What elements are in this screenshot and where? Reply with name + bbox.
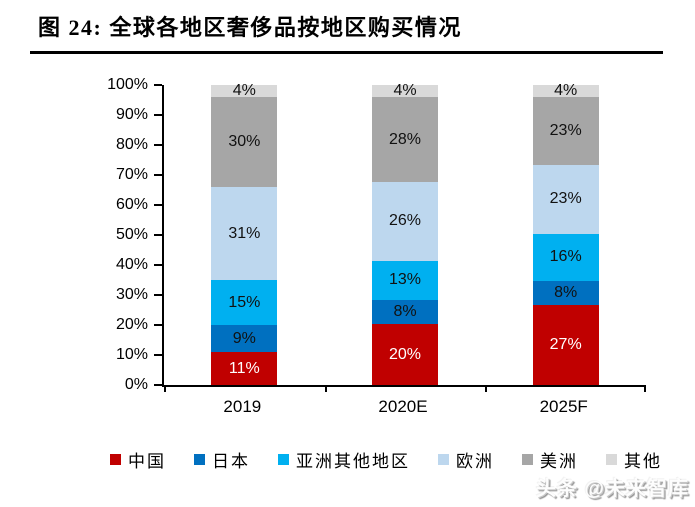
legend: 中国 日本 亚洲其他地区 欧洲 美洲 其他 [110,447,662,472]
legend-swatch-icon [194,454,205,465]
bar-segment-亚洲其他地区: 15% [211,280,278,325]
bar-segment-美洲: 28% [372,97,438,182]
y-tick-mark [154,294,162,296]
category-column-2019: 11% 9% 15% 31% 30% 4% [164,82,325,385]
legend-item-日本: 日本 [194,447,250,472]
bar-segment-亚洲其他地区: 13% [372,260,438,301]
bar-segment-其他: 4% [211,82,278,99]
segment-value-label: 26% [388,212,422,230]
plot-area: 11% 9% 15% 31% 30% 4% 20% 8% 13% 26% 28% 4% 27% 8% 16%… [154,81,646,392]
legend-swatch-icon [522,454,533,465]
legend-label: 亚洲其他地区 [296,452,410,471]
x-axis-labels: 2019 2020E 2025F [162,397,644,417]
y-tick-mark [154,84,162,86]
y-tick-label: 100% [107,76,148,93]
segment-value-label: 15% [228,293,261,311]
segment-value-label: 27% [549,335,582,353]
y-tick-mark [154,144,162,146]
y-tick-mark [154,264,162,266]
bar-segment-日本: 8% [532,281,599,305]
x-tick-mark [485,385,488,392]
segment-value-label: 8% [393,303,417,321]
bar-segment-日本: 8% [372,300,438,325]
segment-value-label: 20% [388,345,422,363]
y-tick-label: 60% [115,196,148,213]
legend-swatch-icon [606,454,617,465]
segment-value-label: 23% [549,122,582,140]
segment-value-label: 31% [228,224,261,242]
legend-swatch-icon [278,454,289,465]
x-tick-label-2019: 2019 [223,397,262,416]
x-tick-mark [644,385,646,392]
segment-value-label: 13% [388,271,422,289]
y-tick-label: 70% [115,166,148,183]
legend-swatch-icon [110,454,121,465]
legend-item-美洲: 美洲 [522,447,578,472]
segment-value-label: 11% [228,359,260,377]
y-tick-mark [154,354,162,356]
legend-item-其他: 其他 [606,447,662,472]
segment-value-label: 8% [554,283,578,301]
legend-label: 美洲 [540,452,578,471]
segment-value-label: 4% [554,81,578,99]
legend-item-亚洲其他地区: 亚洲其他地区 [278,447,410,472]
category-column-2020E: 20% 8% 13% 26% 28% 4% [325,82,486,385]
y-tick-label: 80% [115,136,148,153]
y-tick-label: 10% [115,346,148,363]
y-tick-label: 90% [115,106,148,123]
legend-item-欧洲: 欧洲 [438,447,494,472]
stacked-bar-2019: 11% 9% 15% 31% 30% 4% [211,82,278,385]
bar-segment-中国: 20% [372,324,438,385]
bar-segment-欧洲: 31% [211,187,278,280]
y-tick-mark [154,384,162,386]
y-tick-label: 0% [124,376,148,393]
figure-title: 图 24: 全球各地区奢侈品按地区购买情况 [38,15,462,40]
legend-label: 日本 [212,452,250,471]
bar-segment-其他: 4% [372,82,438,100]
bar-segment-中国: 27% [532,304,599,385]
y-tick-mark [154,114,162,116]
segment-value-label: 23% [549,190,582,208]
category-column-2025F: 27% 8% 16% 23% 23% 4% [485,81,646,385]
watermark: 头条 @未来智库 [535,478,689,500]
segment-value-label: 16% [549,248,582,266]
y-tick-mark [154,234,162,236]
legend-label: 欧洲 [456,452,494,471]
segment-value-label: 28% [388,130,422,148]
stacked-bar-2025F: 27% 8% 16% 23% 23% 4% [532,81,599,385]
segment-value-label: 4% [393,82,417,100]
y-tick-label: 20% [115,316,148,333]
bar-segment-亚洲其他地区: 16% [532,233,599,282]
segment-value-label: 4% [232,82,256,99]
stacked-bar-2020E: 20% 8% 13% 26% 28% 4% [372,82,438,385]
segment-value-label: 9% [232,329,256,347]
bar-segment-其他: 4% [532,81,599,99]
bar-segment-日本: 9% [211,325,278,352]
bar-segment-欧洲: 23% [532,165,599,234]
y-tick-label: 40% [115,256,148,273]
x-tick-label-2025F: 2025F [539,397,588,416]
segment-value-label: 30% [228,133,261,150]
bar-segment-美洲: 30% [211,97,278,187]
x-tick-label-2020E: 2020E [378,397,428,416]
legend-label: 中国 [128,452,166,471]
x-tick-mark [324,385,327,392]
bar-segment-欧洲: 26% [372,182,438,261]
y-tick-mark [154,204,162,206]
bar-segment-中国: 11% [211,352,278,385]
bar-segment-美洲: 23% [532,96,599,166]
y-tick-mark [154,324,162,326]
title-underline [30,51,663,54]
y-tick-mark [154,174,162,176]
legend-label: 其他 [624,452,662,471]
x-tick-mark [164,385,166,392]
y-tick-label: 50% [115,226,148,243]
legend-item-中国: 中国 [110,447,166,472]
y-axis-labels: 0% 10% 20% 30% 40% 50% 60% 70% 80% 90% 100% [58,76,148,393]
y-tick-label: 30% [115,286,148,303]
legend-swatch-icon [438,454,449,465]
